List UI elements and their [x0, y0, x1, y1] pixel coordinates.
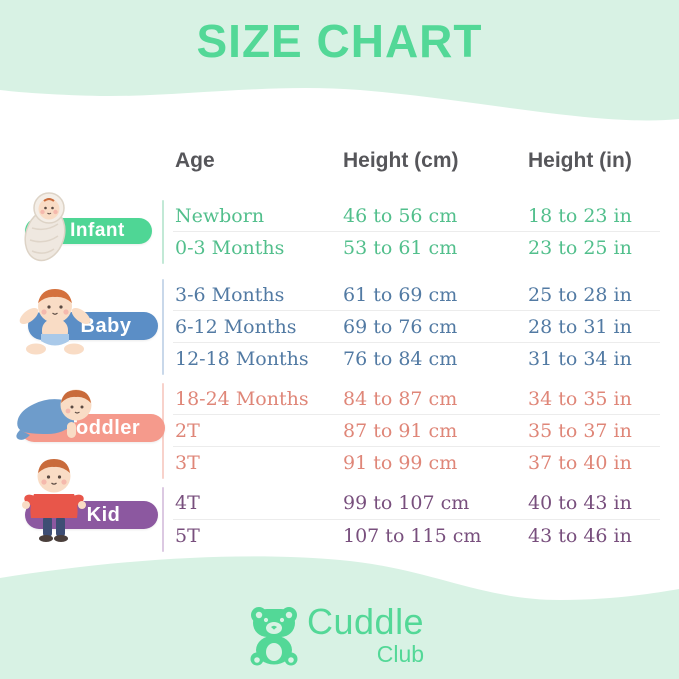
age-cell: Newborn [175, 205, 265, 227]
height-in-cell: 40 to 43 in [528, 492, 632, 514]
age-cell: 4T [175, 492, 200, 514]
height-cm-cell: 107 to 115 cm [343, 525, 482, 547]
height-cm-cell: 91 to 99 cm [343, 452, 458, 474]
table-row: 3T 91 to 99 cm 37 to 40 in [0, 447, 679, 479]
height-cm-cell: 46 to 56 cm [343, 205, 458, 227]
height-in-cell: 37 to 40 in [528, 452, 632, 474]
group-label: Kid [86, 504, 121, 526]
table-row: 6-12 Months 69 to 76 cm 28 to 31 in [0, 311, 679, 343]
column-header-height-cm: Height (cm) [343, 149, 459, 172]
standing-kid-illustration [22, 459, 86, 542]
age-cell: 18-24 Months [175, 388, 309, 410]
group-divider-infant [162, 200, 164, 264]
page-title: SIZE CHART [196, 15, 483, 67]
height-in-cell: 31 to 34 in [528, 348, 632, 370]
sitting-baby-illustration [19, 289, 91, 355]
group-label: Baby [80, 315, 132, 337]
row-divider [173, 414, 660, 415]
height-cm-cell: 61 to 69 cm [343, 284, 458, 306]
column-header-height-in: Height (in) [528, 149, 632, 172]
height-cm-cell: 99 to 107 cm [343, 492, 470, 514]
table-row: 18-24 Months 84 to 87 cm 34 to 35 in [0, 383, 679, 415]
height-in-cell: 35 to 37 in [528, 420, 632, 442]
height-cm-cell: 84 to 87 cm [343, 388, 458, 410]
table-row: 5T 107 to 115 cm 43 to 46 in [0, 520, 679, 552]
table-row: 12-18 Months 76 to 84 cm 31 to 34 in [0, 343, 679, 375]
row-divider [173, 310, 660, 311]
brand-name: Cuddle Club [307, 604, 424, 666]
height-in-cell: 28 to 31 in [528, 316, 632, 338]
height-in-cell: 25 to 28 in [528, 284, 632, 306]
row-divider [173, 342, 660, 343]
height-in-cell: 34 to 35 in [528, 388, 632, 410]
height-cm-cell: 53 to 61 cm [343, 237, 458, 259]
age-cell: 3-6 Months [175, 284, 285, 306]
table-row: 0-3 Months 53 to 61 cm 23 to 25 in [0, 232, 679, 264]
row-divider [173, 231, 660, 232]
height-cm-cell: 76 to 84 cm [343, 348, 458, 370]
table-row: 2T 87 to 91 cm 35 to 37 in [0, 415, 679, 447]
height-in-cell: 18 to 23 in [528, 205, 632, 227]
height-cm-cell: 69 to 76 cm [343, 316, 458, 338]
age-cell: 5T [175, 525, 200, 547]
height-in-cell: 23 to 25 in [528, 237, 632, 259]
row-divider [173, 446, 660, 447]
group-label: Toddler [64, 417, 141, 439]
age-cell: 2T [175, 420, 200, 442]
group-divider-kid [162, 487, 164, 552]
table-row: 3-6 Months 61 to 69 cm 25 to 28 in [0, 279, 679, 311]
age-cell: 12-18 Months [175, 348, 309, 370]
age-cell: 6-12 Months [175, 316, 297, 338]
table-row: Newborn 46 to 56 cm 18 to 23 in [0, 200, 679, 232]
table-row: 4T 99 to 107 cm 40 to 43 in [0, 487, 679, 519]
brand-name-sub: Club [376, 641, 425, 667]
age-cell: 3T [175, 452, 200, 474]
swaddled-infant-illustration [24, 192, 66, 262]
brand-name-main: Cuddle [307, 601, 425, 642]
height-in-cell: 43 to 46 in [528, 525, 632, 547]
row-divider [173, 519, 660, 520]
group-label: Infant [70, 220, 125, 241]
column-header-age: Age [175, 149, 215, 172]
teddy-bear-icon [250, 607, 298, 666]
crawling-toddler-illustration [16, 389, 92, 440]
age-cell: 0-3 Months [175, 237, 285, 259]
group-divider-baby [162, 279, 164, 375]
height-cm-cell: 87 to 91 cm [343, 420, 458, 442]
brand-logo: Cuddle Club [246, 604, 424, 666]
